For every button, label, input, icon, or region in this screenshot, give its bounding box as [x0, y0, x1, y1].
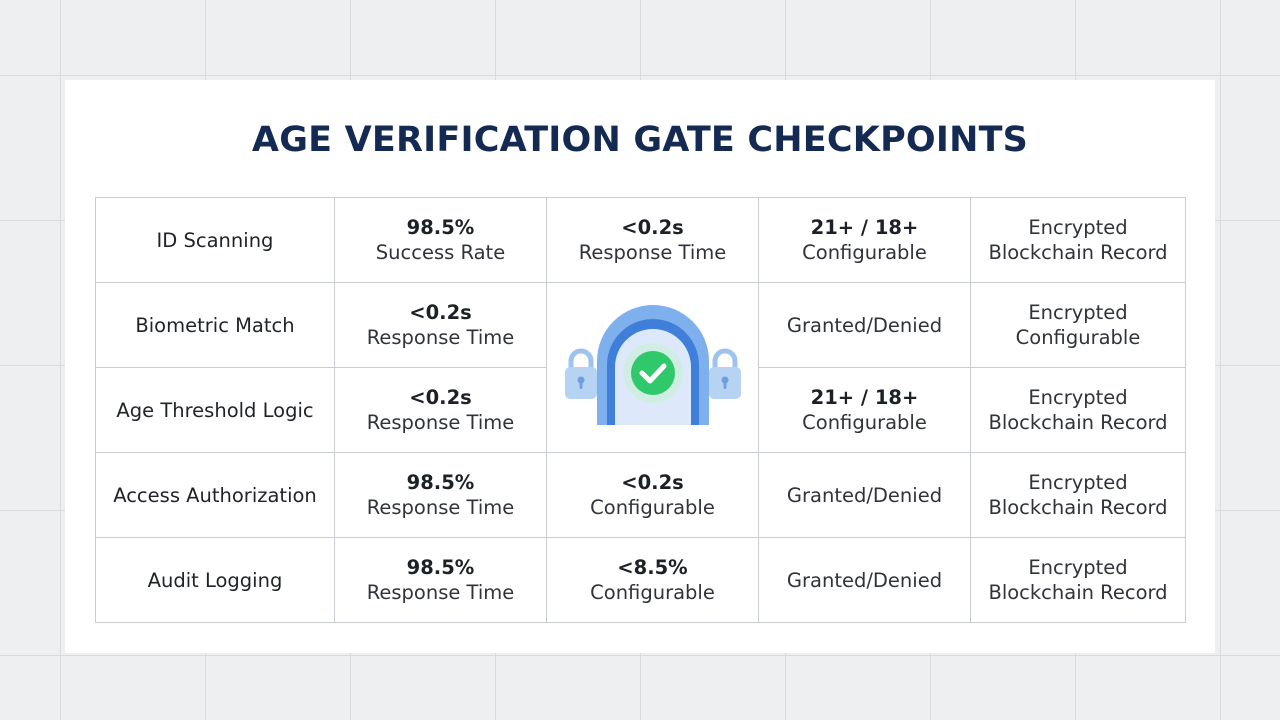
record-line-1: Encrypted: [1028, 301, 1128, 324]
check-icon: [630, 350, 675, 395]
access-result: Granted/Denied: [786, 313, 943, 337]
table-row: Access Authorization 98.5% Response Time…: [95, 452, 1186, 538]
metric-value: <8.5%: [617, 556, 688, 579]
table-row: ID Scanning 98.5% Success Rate <0.2s Res…: [95, 197, 1186, 283]
metric-cell: 98.5% Response Time: [334, 452, 547, 538]
page-title: AGE VERIFICATION GATE CHECKPOINTS: [251, 120, 1029, 160]
threshold-value: 21+ / 18+: [810, 216, 919, 239]
record-line-2: Configurable: [1015, 326, 1141, 349]
record-cell: Encrypted Blockchain Record: [970, 197, 1186, 283]
checkpoint-name: Biometric Match: [135, 313, 295, 337]
record-line-1: Encrypted: [1028, 216, 1128, 239]
access-cell: Granted/Denied: [758, 452, 971, 538]
record-line-2: Blockchain Record: [988, 581, 1168, 604]
metric-cell: <0.2s Configurable: [546, 452, 759, 538]
metric-value: <0.2s: [409, 386, 472, 409]
checkpoint-name-cell: ID Scanning: [95, 197, 335, 283]
checkpoint-name: Access Authorization: [113, 483, 317, 507]
metric-cell: <8.5% Configurable: [546, 537, 759, 623]
checkpoint-name: Age Threshold Logic: [116, 398, 314, 422]
checkpoint-name-cell: Access Authorization: [95, 452, 335, 538]
metric-value: 98.5%: [406, 471, 475, 494]
metric-cell: <0.2s Response Time: [546, 197, 759, 283]
metric-value: <0.2s: [621, 471, 684, 494]
record-line-2: Blockchain Record: [988, 241, 1168, 264]
threshold-cell: 21+ / 18+ Configurable: [758, 367, 971, 453]
lock-icon: [708, 348, 741, 399]
metric-caption: Response Time: [578, 241, 727, 264]
threshold-caption: Configurable: [802, 411, 927, 434]
record-cell: Encrypted Configurable: [970, 282, 1186, 368]
record-line-1: Encrypted: [1028, 471, 1128, 494]
threshold-caption: Configurable: [802, 241, 927, 264]
table-row: Audit Logging 98.5% Response Time <8.5% …: [95, 537, 1186, 623]
threshold-value: 21+ / 18+: [810, 386, 919, 409]
metric-cell: 98.5% Response Time: [334, 537, 547, 623]
metric-cell: 98.5% Success Rate: [334, 197, 547, 283]
checkpoint-name: ID Scanning: [156, 228, 274, 252]
access-result: Granted/Denied: [786, 568, 943, 592]
table-row: Age Threshold Logic <0.2s Response Time …: [95, 367, 1186, 453]
record-line-2: Blockchain Record: [988, 411, 1168, 434]
record-line-2: Blockchain Record: [988, 496, 1168, 519]
access-cell: Granted/Denied: [758, 537, 971, 623]
checkpoint-name-cell: Age Threshold Logic: [95, 367, 335, 453]
metric-value: <0.2s: [621, 216, 684, 239]
gate-illustration-cell: [546, 282, 759, 453]
metric-value: <0.2s: [409, 301, 472, 324]
metric-caption: Configurable: [590, 581, 715, 604]
metric-caption: Response Time: [366, 496, 515, 519]
record-cell: Encrypted Blockchain Record: [970, 537, 1186, 623]
checkpoints-table: ID Scanning 98.5% Success Rate <0.2s Res…: [95, 197, 1186, 623]
record-cell: Encrypted Blockchain Record: [970, 452, 1186, 538]
metric-caption: Response Time: [366, 411, 515, 434]
threshold-cell: 21+ / 18+ Configurable: [758, 197, 971, 283]
checkpoint-name-cell: Biometric Match: [95, 282, 335, 368]
record-line-1: Encrypted: [1028, 556, 1128, 579]
metric-value: 98.5%: [406, 216, 475, 239]
metric-caption: Response Time: [366, 581, 515, 604]
table-row: Biometric Match <0.2s Response Time: [95, 282, 1186, 453]
metric-cell: <0.2s Response Time: [334, 367, 547, 453]
metric-caption: Response Time: [366, 326, 515, 349]
lock-icon: [564, 348, 597, 399]
access-result: Granted/Denied: [786, 483, 943, 507]
metric-caption: Configurable: [590, 496, 715, 519]
record-line-1: Encrypted: [1028, 386, 1128, 409]
metric-value: 98.5%: [406, 556, 475, 579]
checkpoint-name-cell: Audit Logging: [95, 537, 335, 623]
metric-caption: Success Rate: [375, 241, 506, 264]
checkpoint-name: Audit Logging: [147, 568, 283, 592]
metric-cell: <0.2s Response Time: [334, 282, 547, 368]
gate-check-icon: [564, 304, 741, 425]
access-cell: Granted/Denied: [758, 282, 971, 368]
record-cell: Encrypted Blockchain Record: [970, 367, 1186, 453]
